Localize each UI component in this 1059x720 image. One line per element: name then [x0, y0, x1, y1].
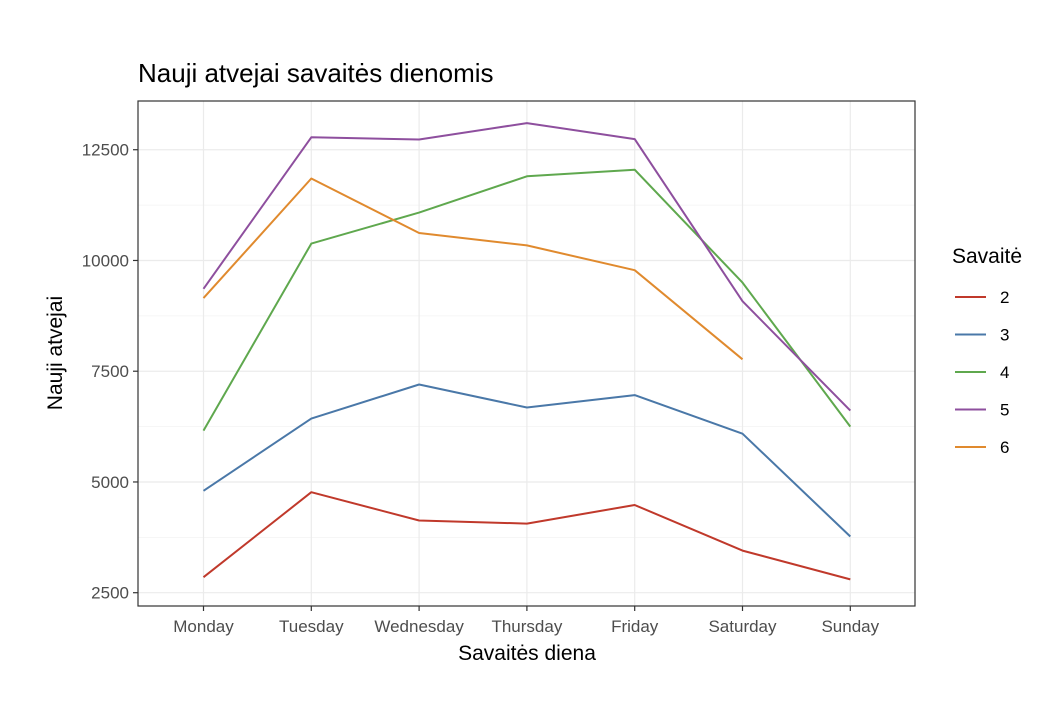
legend-label-week-5: 5	[1000, 401, 1009, 420]
legend: Savaitė 2 3 4 5 6	[952, 245, 1022, 457]
legend-label-week-3: 3	[1000, 326, 1009, 345]
y-axis-title: Nauji atvejai	[44, 296, 67, 410]
x-tick-label: Sunday	[821, 617, 879, 636]
series-line-week-2	[202, 491, 851, 581]
x-tick-label: Wednesday	[374, 617, 464, 636]
series-line-week-4	[202, 168, 852, 432]
y-tick-label: 10000	[82, 251, 129, 270]
series-line-week-5	[202, 122, 852, 412]
legend-title: Savaitė	[952, 245, 1022, 268]
grid	[138, 101, 915, 606]
y-tick-label: 2500	[91, 584, 129, 603]
series-line-week-6	[202, 177, 744, 361]
x-tick-label: Saturday	[708, 617, 777, 636]
x-tick-label: Tuesday	[279, 617, 344, 636]
legend-label-week-6: 6	[1000, 438, 1009, 457]
y-tick-label: 7500	[91, 362, 129, 381]
legend-label-week-2: 2	[1000, 288, 1009, 307]
x-tick-label: Thursday	[491, 617, 562, 636]
y-tick-label: 5000	[91, 473, 129, 492]
series-group	[202, 122, 852, 581]
legend-label-week-4: 4	[1000, 363, 1009, 382]
x-tick-label: Friday	[611, 617, 659, 636]
x-axis: Monday Tuesday Wednesday Thursday Friday Satu…	[173, 606, 880, 636]
series-line-week-3	[202, 383, 851, 538]
x-axis-title: Savaitės diena	[458, 642, 596, 665]
y-axis: 2500 5000 7500 10000 12500	[82, 141, 138, 603]
chart-title: Nauji atvejai savaitės dienomis	[138, 58, 494, 88]
x-tick-label: Monday	[173, 617, 234, 636]
y-tick-label: 12500	[82, 141, 129, 160]
